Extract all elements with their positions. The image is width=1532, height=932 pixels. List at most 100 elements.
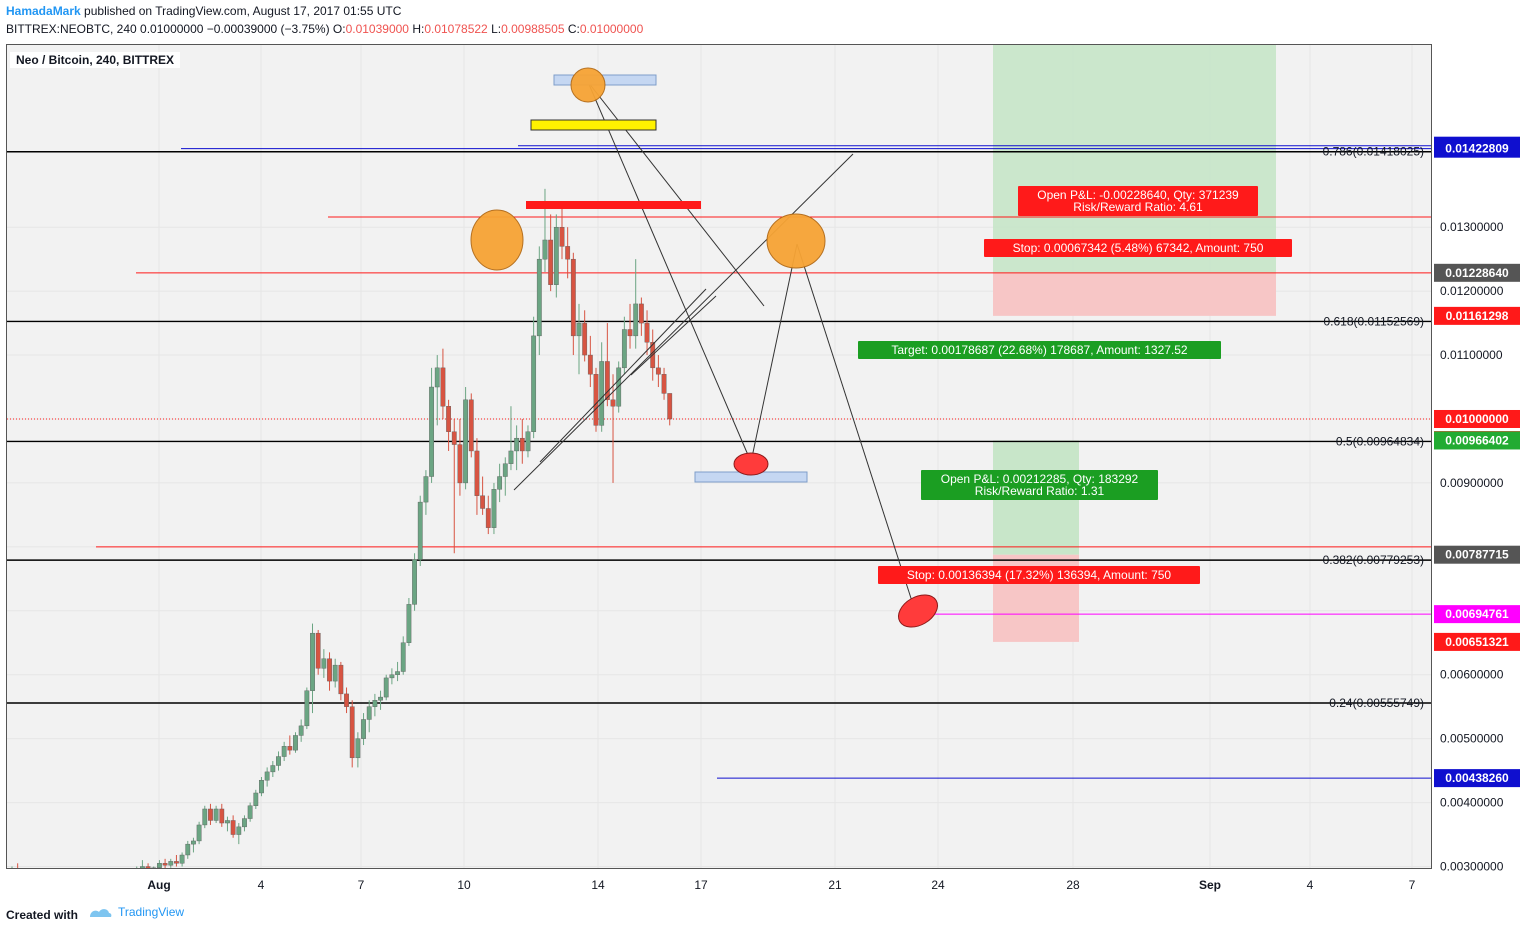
candle-down [327, 652, 332, 691]
price-label: 0.00694761 [1434, 605, 1520, 624]
candle-body [400, 642, 406, 672]
right-circle-marker [766, 213, 826, 269]
candle-up [179, 852, 185, 867]
candle-body [383, 677, 389, 698]
time-axis-tick: 24 [931, 878, 945, 892]
candle-body [502, 463, 508, 477]
price-label-text: 0.01161298 [1446, 309, 1509, 323]
trend-line [587, 81, 752, 463]
tradingview-brand[interactable]: TradingView [88, 905, 184, 919]
candle-body [474, 450, 480, 496]
candle-down [219, 803, 225, 827]
target-red-marker [898, 594, 938, 628]
candle-body [582, 322, 588, 356]
time-axis-tick: 28 [1066, 878, 1080, 892]
candle-up [366, 700, 372, 733]
candle-body [157, 863, 162, 868]
candle-down [593, 367, 599, 432]
candle-body [208, 808, 213, 821]
candle-down [315, 629, 321, 675]
price-label-bg [1434, 139, 1520, 158]
time-axis-tick: Sep [1199, 878, 1221, 892]
candle-up [276, 751, 281, 771]
candle-body [604, 361, 610, 401]
price-axis-tick: 0.00500000 [1440, 732, 1504, 746]
candle-up [236, 823, 242, 845]
candle-body [389, 674, 395, 679]
fib-level-label: 0.5(0.00964834) [1336, 434, 1424, 448]
candle-up [157, 860, 162, 868]
candle-body [553, 226, 559, 285]
time-axis-tick: 17 [694, 878, 708, 892]
candle-up [264, 767, 270, 787]
candle-down [457, 418, 463, 496]
candle-up [140, 860, 145, 868]
price-axis-tick: 0.00900000 [1440, 476, 1504, 490]
time-axis-tick: 7 [1409, 878, 1416, 892]
price-axis-tick: 0.01200000 [1440, 284, 1504, 298]
candle-up [247, 802, 253, 822]
candle-body [349, 706, 355, 759]
price-label-text: 0.00966402 [1445, 433, 1509, 447]
time-axis-tick: 10 [457, 878, 471, 892]
red-resistance-zone [526, 201, 701, 209]
candle-up [497, 463, 503, 503]
candle-up [196, 821, 202, 845]
candle-body [230, 820, 236, 835]
fib-level-label: 0.786(0.01418025) [1323, 145, 1424, 159]
candle-body [587, 354, 593, 375]
high-label: H: [412, 22, 425, 36]
candle-body [219, 808, 225, 824]
candle-body [655, 367, 661, 375]
candle-down [667, 393, 673, 426]
candle-down [208, 803, 213, 825]
candle-body [621, 329, 627, 369]
time-axis-tick: 21 [828, 878, 842, 892]
price-chart[interactable]: 0.786(0.01418025) 0.618(0.01152569) 0.5(0.… [0, 0, 1532, 898]
candle-up [553, 214, 559, 298]
candle-up [372, 693, 378, 717]
candle-down [338, 661, 344, 701]
short-target-label-bg [858, 341, 1221, 359]
short-loss-zone [993, 272, 1276, 316]
price-label-bg [1434, 409, 1520, 428]
candle-body [412, 559, 417, 605]
candle-body [298, 725, 304, 736]
candle-up [281, 741, 287, 762]
candle-body [638, 303, 644, 324]
candle-down [559, 208, 565, 260]
price-label: 0.00787715 [1434, 545, 1520, 564]
candle-body [531, 335, 537, 432]
candle-body [616, 367, 622, 407]
candle-body [570, 258, 576, 337]
price-label-text: 0.00438260 [1445, 771, 1509, 785]
last-value: 0.01000000 [140, 22, 204, 36]
candle-down [440, 348, 446, 419]
candle-up [463, 387, 468, 490]
long-pnl-label: Open P&L: 0.00212285, Qty: 183292Risk/Re… [921, 470, 1158, 500]
candle-body [440, 367, 446, 407]
candle-body [253, 792, 259, 806]
publish-info: published on TradingView.com, August 17,… [84, 4, 402, 18]
short-pnl-label-text: Open P&L: -0.00228640, Qty: 371239 [1037, 188, 1239, 202]
close-value: 0.01000000 [579, 22, 644, 36]
price-label-bg [1434, 632, 1520, 651]
candle-up [531, 316, 537, 439]
candle-up [298, 719, 304, 742]
author-name[interactable]: HamadaMark [6, 4, 81, 18]
time-axis-tick: 14 [591, 878, 605, 892]
time-axis[interactable] [0, 869, 1432, 898]
candle-up [514, 425, 520, 471]
candle-down [162, 858, 168, 868]
publish-line: HamadaMark published on TradingView.com,… [6, 4, 401, 18]
price-label: 0.01228640 [1434, 263, 1520, 282]
candle-up [412, 553, 417, 611]
candle-down [661, 367, 667, 400]
candle-body [151, 867, 157, 868]
price-axis[interactable] [1433, 45, 1532, 868]
candle-up [361, 713, 366, 746]
long-stop-label: Stop: 0.00136394 (17.32%) 136394, Amount… [878, 566, 1200, 584]
candle-body [627, 329, 633, 337]
price-label-bg [1434, 545, 1520, 564]
low-label: L: [491, 22, 502, 36]
